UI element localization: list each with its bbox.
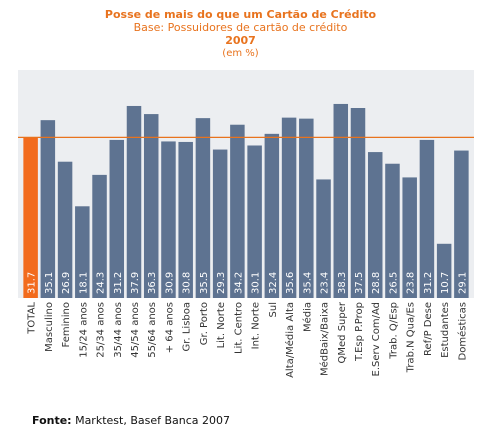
data-label: 30.8 [182,272,193,294]
bar [109,139,125,298]
bar [212,149,228,298]
chart-unit: (em %) [222,48,259,59]
category-label: Feminino [61,302,72,347]
data-label: 24.3 [96,272,107,294]
category-label: TOTAL [27,302,38,335]
data-label: 10.7 [440,272,451,294]
data-label: 30.1 [251,272,262,294]
data-label: 34.2 [233,272,244,294]
bar [23,137,38,298]
bar [40,120,56,298]
data-label: 26.5 [388,272,399,294]
chart-subtitle: Base: Possuidores de cartão de crédito [133,21,348,34]
category-label: E.Serv Com/Ad [371,302,382,376]
category-label: Lit. Centro [233,302,244,354]
data-label: 31.2 [423,272,434,294]
bar [316,179,331,298]
bar [402,177,417,298]
category-label: Alta/Média Alta [284,302,296,378]
bar [75,206,90,298]
chart-year: 2007 [225,34,256,47]
data-label: 28.8 [371,272,382,294]
data-label: 26.9 [61,272,72,294]
category-label: MédBaix/Baixa [319,302,331,376]
bar [333,103,349,298]
category-label: Gr. Porto [199,302,210,345]
chart-title: Posse de mais do que um Cartão de Crédit… [104,8,377,21]
data-label: 23.8 [406,272,417,294]
category-label: 45/54 anos [130,302,141,358]
data-label: 23.4 [320,272,331,294]
data-label: 35.4 [302,272,313,294]
data-label: 29.3 [216,272,227,294]
data-label: 37.9 [130,272,141,294]
data-label: 31.7 [27,272,38,294]
category-label: Média [301,302,313,332]
data-label: 30.9 [164,272,175,294]
data-label: 36.3 [147,272,158,294]
category-label: 25/34 anos [96,302,107,358]
bar [385,163,400,298]
bar [454,150,469,298]
bar [264,133,280,298]
bar [161,141,176,298]
category-label: Gr. Lisboa [182,302,193,351]
category-label: Trab. Q/Esp [388,302,399,360]
bar [367,152,383,298]
data-label: 37.5 [354,272,365,294]
bar [281,117,297,298]
bar [247,145,262,298]
data-label: 35.5 [199,272,210,294]
data-label: 31.2 [113,272,124,294]
bar [299,118,314,298]
category-label: Masculino [44,302,55,352]
category-label: Lit. Norte [216,302,227,348]
category-label: 35/44 anos [113,302,124,358]
category-label: + 64 anos [164,302,175,353]
category-label: Trab.N Qua/Es [406,302,417,373]
bar [436,243,452,298]
bar [57,161,73,298]
bar [92,174,107,298]
category-label: 15/24 anos [78,302,89,358]
bar [126,105,142,298]
bar [350,108,366,298]
data-label: 38.3 [337,272,348,294]
category-label: Domésticas [456,302,468,360]
bar [178,141,193,298]
data-label: 18.1 [78,272,89,294]
source-label: Fonte: [32,414,72,427]
bar [143,114,159,298]
category-label: Int. Norte [251,302,262,349]
category-label: 55/64 anos [147,302,158,358]
chart-header: Posse de mais do que um Cartão de Crédit… [0,8,481,60]
bar [230,124,245,298]
category-label: T.Esp P.Prop [354,302,365,362]
data-label: 29.1 [457,272,468,294]
category-label: Ref/P Dese [423,302,434,356]
data-label: 35.6 [285,272,296,294]
data-label: 32.4 [268,272,279,294]
category-label: Estudantes [440,302,451,358]
bar [419,139,435,298]
bar [195,118,211,298]
source-text: Marktest, Basef Banca 2007 [75,414,231,427]
data-label: 35.1 [44,272,55,294]
source-note: Fonte: Marktest, Basef Banca 2007 [32,414,230,427]
category-label: Sul [268,302,279,317]
category-label: QMed Super [337,301,348,363]
